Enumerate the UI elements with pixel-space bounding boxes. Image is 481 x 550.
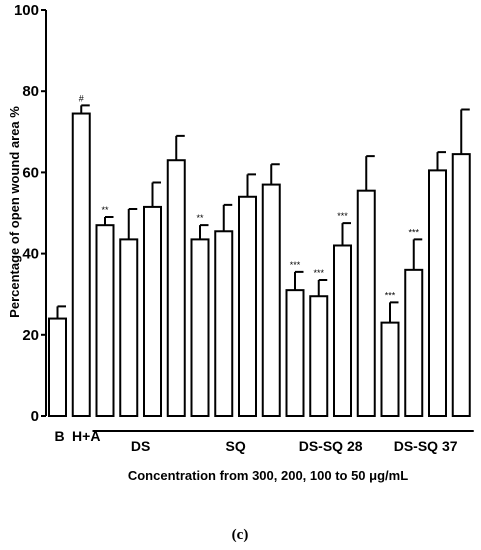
error-bar — [175, 134, 185, 161]
bar-series — [48, 112, 471, 418]
y-axis-title: Percentage of open wound area % — [7, 106, 22, 318]
error-bar — [151, 181, 161, 207]
error-bar — [80, 104, 90, 114]
error-bar — [412, 238, 423, 270]
x-axis-group-labels: B H+ADS SQ DS-SQ 28 DS-SQ 37 — [54, 428, 474, 454]
bar — [261, 183, 281, 417]
bar — [95, 224, 115, 417]
error-bars — [56, 104, 470, 323]
group-label: DS-SQ 37 — [394, 438, 458, 454]
group-label: SQ — [226, 438, 246, 454]
significance-marker: # — [79, 93, 84, 103]
bar — [48, 317, 67, 417]
y-tick-label: 80 — [22, 83, 39, 100]
x-axis-title: Concentration from 300, 200, 100 to 50 μ… — [128, 468, 408, 483]
error-bar — [460, 108, 470, 155]
significance-marker: *** — [337, 211, 348, 221]
error-bar — [270, 163, 280, 185]
significance-marker: ** — [101, 205, 109, 215]
significance-marker: *** — [290, 260, 301, 270]
bar — [71, 112, 91, 417]
error-bar — [365, 155, 375, 191]
error-bar — [341, 222, 351, 246]
y-tick-label: 100 — [14, 2, 39, 19]
bar — [166, 159, 186, 417]
error-bar — [317, 278, 328, 297]
bar — [143, 205, 162, 417]
bar — [309, 295, 329, 418]
significance-markers: #******************* — [79, 93, 420, 300]
significance-marker: *** — [313, 268, 324, 278]
error-bar — [127, 207, 138, 240]
error-bar — [56, 305, 66, 319]
error-bar — [246, 173, 256, 197]
group-label: DS-SQ 28 — [299, 438, 363, 454]
bar — [404, 268, 424, 417]
figure-caption: (c) — [232, 527, 249, 543]
error-bar — [222, 203, 233, 232]
x-category-label: B — [54, 428, 64, 444]
bar — [214, 230, 234, 417]
bar — [356, 189, 376, 417]
y-tick-label: 40 — [22, 246, 39, 263]
error-bar — [199, 224, 209, 240]
bar — [333, 244, 352, 417]
significance-marker: ** — [196, 213, 204, 223]
bar — [119, 238, 139, 417]
y-tick-label: 0 — [31, 408, 39, 425]
bar — [238, 195, 257, 417]
error-bar — [294, 270, 304, 291]
bar — [380, 321, 400, 417]
significance-marker: *** — [385, 290, 396, 300]
error-bar — [104, 216, 114, 226]
y-tick-label: 20 — [22, 327, 39, 344]
y-axis-ticks: 0 20 40 60 80 100 — [14, 2, 46, 425]
bar — [190, 238, 210, 417]
significance-marker: *** — [408, 227, 419, 237]
error-bar — [436, 151, 446, 171]
group-label: DS — [131, 438, 150, 454]
bar — [451, 153, 471, 417]
error-bar — [389, 301, 399, 323]
y-tick-label: 60 — [22, 164, 39, 181]
bar — [428, 169, 447, 417]
bar — [285, 289, 305, 418]
